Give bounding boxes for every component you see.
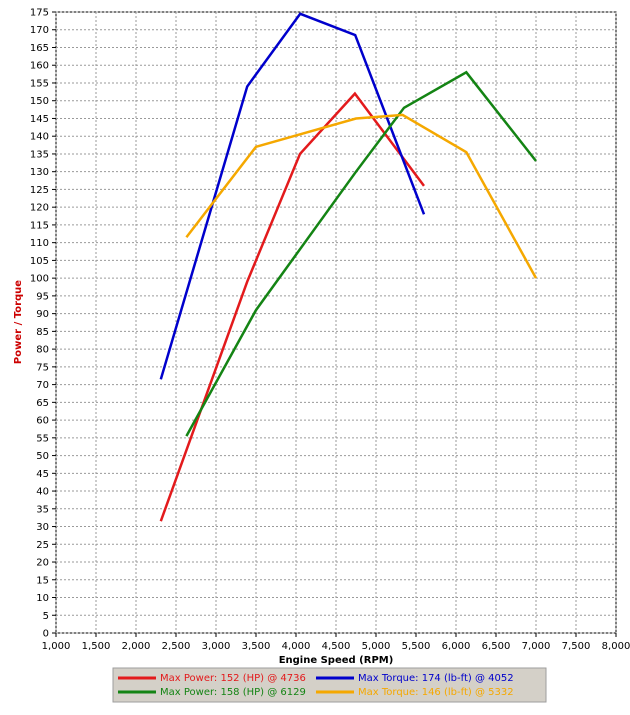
x-tick-label: 8,000 <box>602 641 630 652</box>
y-tick-label: 110 <box>30 238 49 249</box>
y-tick-label: 135 <box>30 149 49 160</box>
x-tick-label: 3,000 <box>202 641 231 652</box>
y-tick-label: 150 <box>30 96 49 107</box>
y-tick-label: 55 <box>36 433 49 444</box>
y-tick-label: 100 <box>30 274 49 285</box>
x-axis-ticks: 1,000 1,500 2,000 2,500 3,000 3,500 4,000 4,500… <box>42 633 630 652</box>
legend-label: Max Torque: 174 (lb-ft) @ 4052 <box>358 673 514 684</box>
legend: Max Power: 152 (HP) @ 4736 Max Torque: 17… <box>112 667 547 703</box>
legend-label: Max Power: 152 (HP) @ 4736 <box>160 673 306 684</box>
x-tick-label: 1,500 <box>82 641 111 652</box>
y-tick-label: 115 <box>30 220 49 231</box>
y-tick-label: 20 <box>36 558 49 569</box>
y-axis-title: Power / Torque <box>13 280 24 364</box>
y-tick-label: 15 <box>36 575 49 586</box>
series-line-3 <box>185 70 537 437</box>
x-tick-label: 1,000 <box>42 641 71 652</box>
x-tick-label: 4,000 <box>282 641 311 652</box>
x-tick-label: 4,500 <box>322 641 351 652</box>
y-axis-ticks: 0 5 10 15 20 25 30 35 40 45 50 55 60 65 70 75 80 85 90 95 10… <box>30 8 56 640</box>
y-tick-label: 30 <box>36 522 49 533</box>
legend-label: Max Power: 158 (HP) @ 6129 <box>160 687 306 698</box>
y-tick-label: 105 <box>30 256 49 267</box>
x-tick-label: 5,500 <box>402 641 431 652</box>
y-tick-label: 75 <box>36 362 49 373</box>
y-tick-label: 140 <box>30 132 49 143</box>
y-tick-label: 50 <box>36 451 49 462</box>
series-line-4 <box>185 113 538 279</box>
y-tick-label: 60 <box>36 416 49 427</box>
y-tick-label: 125 <box>30 185 49 196</box>
y-tick-label: 65 <box>36 398 49 409</box>
y-tick-label: 165 <box>30 43 49 54</box>
y-tick-label: 170 <box>30 25 49 36</box>
y-tick-label: 175 <box>30 8 49 19</box>
y-tick-label: 155 <box>30 78 49 89</box>
x-tick-label: 5,000 <box>362 641 391 652</box>
y-tick-label: 80 <box>36 345 49 356</box>
y-tick-label: 0 <box>43 629 49 640</box>
y-tick-label: 5 <box>43 611 49 622</box>
x-tick-label: 2,000 <box>122 641 151 652</box>
x-tick-label: 2,500 <box>162 641 191 652</box>
y-tick-label: 25 <box>36 540 49 551</box>
y-tick-label: 120 <box>30 203 49 214</box>
series-line-2 <box>159 12 426 380</box>
x-tick-label: 7,500 <box>562 641 591 652</box>
x-axis-title: Engine Speed (RPM) <box>279 655 394 666</box>
grid-lines <box>55 11 617 634</box>
legend-box <box>112 667 547 703</box>
x-tick-label: 6,000 <box>442 641 471 652</box>
y-tick-label: 145 <box>30 114 49 125</box>
y-tick-label: 10 <box>36 593 49 604</box>
y-tick-label: 95 <box>36 291 49 302</box>
x-tick-label: 6,500 <box>482 641 511 652</box>
y-tick-label: 90 <box>36 309 49 320</box>
x-tick-label: 3,500 <box>242 641 271 652</box>
legend-entries: Max Power: 152 (HP) @ 4736 Max Torque: 17… <box>118 673 514 698</box>
y-tick-label: 40 <box>36 487 49 498</box>
series-line-1 <box>159 91 426 522</box>
y-tick-label: 85 <box>36 327 49 338</box>
series-lines <box>159 12 538 522</box>
x-tick-label: 7,000 <box>522 641 551 652</box>
legend-label: Max Torque: 146 (lb-ft) @ 5332 <box>358 687 514 698</box>
y-tick-label: 35 <box>36 504 49 515</box>
y-tick-label: 160 <box>30 61 49 72</box>
y-tick-label: 70 <box>36 380 49 391</box>
y-tick-label: 130 <box>30 167 49 178</box>
y-tick-label: 45 <box>36 469 49 480</box>
